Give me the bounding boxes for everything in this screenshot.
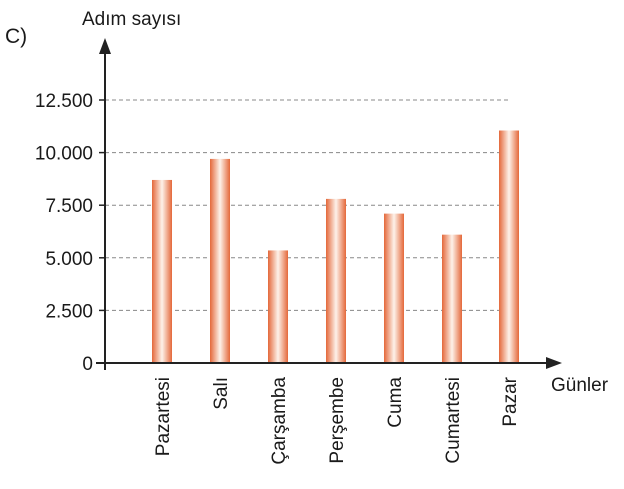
bar <box>326 198 346 363</box>
x-tick-label: Pazartesi <box>153 377 174 456</box>
y-tick-label: 10.000 <box>35 144 93 165</box>
bars <box>152 130 519 363</box>
x-tick-labels: Pazartesi Salı Çarşamba Perşembe Cuma Cumarte… <box>153 376 521 464</box>
x-axis-title: Günler <box>551 375 609 396</box>
bar <box>499 130 519 363</box>
bar <box>384 213 404 363</box>
x-tick-label: Cumartesi <box>443 377 464 464</box>
y-tick-label: 5.000 <box>45 249 93 270</box>
x-tick-label: Çarşamba <box>269 377 290 465</box>
bar <box>442 234 462 363</box>
x-tick-label: Pazar <box>500 376 521 426</box>
bar <box>268 250 288 363</box>
x-tick-label: Perşembe <box>327 377 348 464</box>
x-axis-arrow <box>546 357 562 369</box>
bar <box>210 158 230 363</box>
x-tick-label: Cuma <box>385 377 406 428</box>
y-tick-label: 7.500 <box>45 196 93 217</box>
y-axis-title: Adım sayısı <box>82 9 181 30</box>
y-axis-arrow <box>99 38 111 54</box>
y-tick-label: 2.500 <box>45 301 93 322</box>
y-tick-label: 0 <box>82 354 93 375</box>
bar <box>152 179 172 363</box>
y-tick-label: 12.500 <box>35 91 93 112</box>
panel-label: C) <box>5 25 27 48</box>
x-tick-label: Salı <box>211 377 232 410</box>
y-tick-labels: 0 2.500 5.000 7.500 10.000 12.500 <box>35 91 93 375</box>
